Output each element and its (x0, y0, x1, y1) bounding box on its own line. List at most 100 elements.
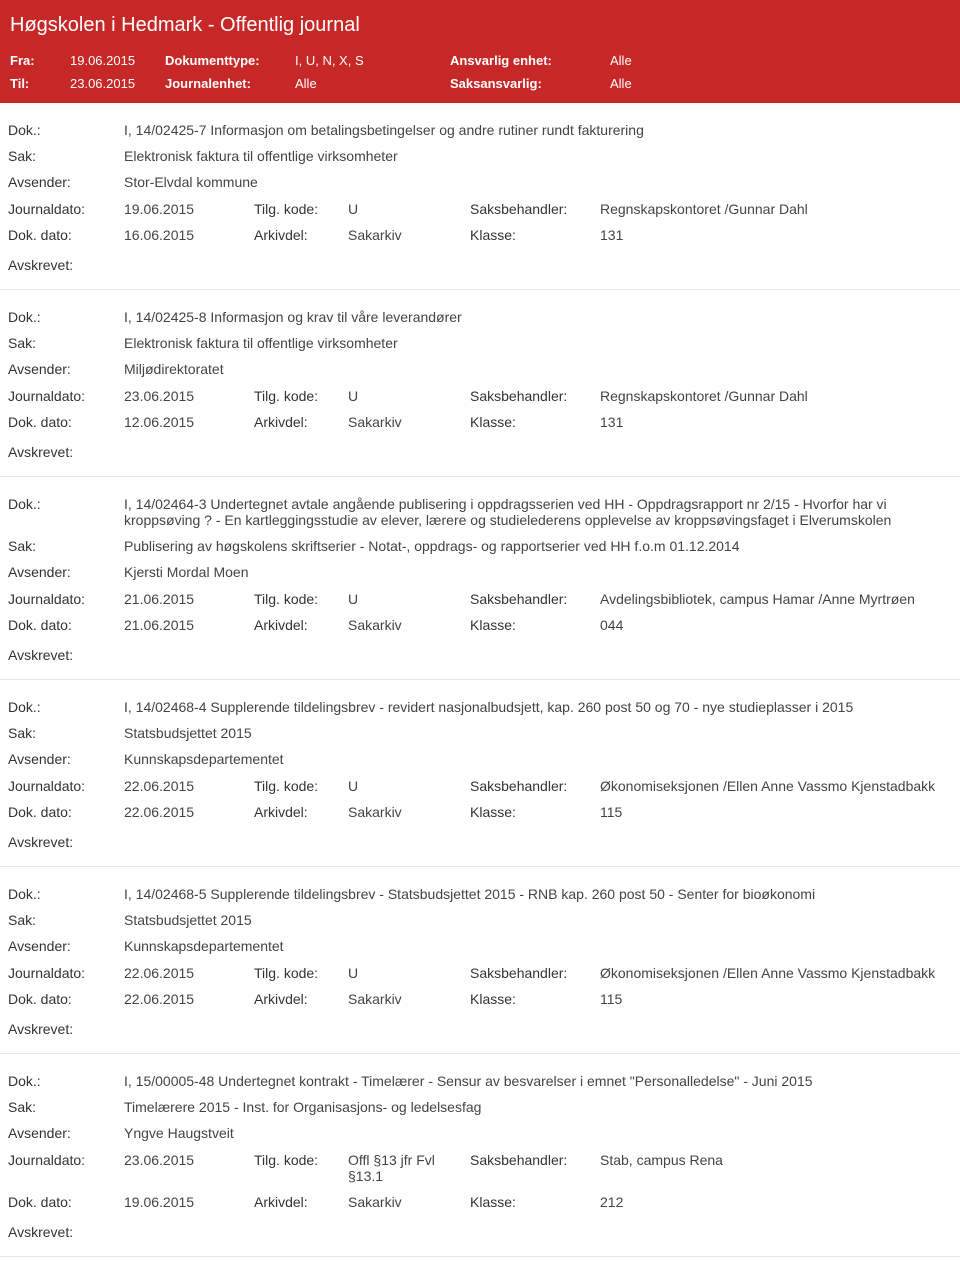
klasse-label: Klasse: (470, 804, 600, 820)
dok-value: I, 14/02425-8 Informasjon og krav til vå… (124, 309, 952, 325)
journal-header: Høgskolen i Hedmark - Offentlig journal … (0, 0, 960, 103)
dok-label: Dok.: (8, 699, 124, 715)
klasse-label: Klasse: (470, 414, 600, 430)
saksbehandler-value: Økonomiseksjonen /Ellen Anne Vassmo Kjen… (600, 778, 952, 794)
klasse-label: Klasse: (470, 1194, 600, 1210)
journaldato-value: 23.06.2015 (124, 1152, 254, 1184)
dok-label: Dok.: (8, 122, 124, 138)
klasse-value: 044 (600, 617, 952, 633)
avsender-label: Avsender: (8, 174, 124, 190)
tilgkode-value: Offl §13 jfr Fvl §13.1 (348, 1152, 470, 1184)
sak-label: Sak: (8, 335, 124, 351)
dok-label: Dok.: (8, 309, 124, 325)
tilgkode-label: Tilg. kode: (254, 1152, 348, 1184)
fra-label: Fra: (10, 53, 70, 68)
ansvarlig-value: Alle (610, 53, 632, 68)
ansvarlig-label: Ansvarlig enhet: (450, 53, 610, 68)
avskrevet-label: Avskrevet: (8, 436, 952, 462)
dok-row: Dok.: I, 14/02425-8 Informasjon og krav … (8, 304, 952, 330)
journaldato-value: 19.06.2015 (124, 201, 254, 217)
saksbehandler-label: Saksbehandler: (470, 1152, 600, 1184)
klasse-label: Klasse: (470, 617, 600, 633)
meta-grid: Journaldato: 22.06.2015 Tilg. kode: U Sa… (8, 772, 952, 826)
sak-value: Elektronisk faktura til offentlige virks… (124, 335, 952, 351)
klasse-value: 212 (600, 1194, 952, 1210)
arkivdel-label: Arkivdel: (254, 1194, 348, 1210)
dok-value: I, 14/02425-7 Informasjon om betalingsbe… (124, 122, 952, 138)
dok-label: Dok.: (8, 886, 124, 902)
dokdato-label: Dok. dato: (8, 414, 124, 430)
journal-entry: Dok.: I, 14/02425-7 Informasjon om betal… (0, 103, 960, 290)
avsender-label: Avsender: (8, 1125, 124, 1141)
sak-value: Elektronisk faktura til offentlige virks… (124, 148, 952, 164)
tilgkode-label: Tilg. kode: (254, 201, 348, 217)
dok-row: Dok.: I, 14/02464-3 Undertegnet avtale a… (8, 491, 952, 533)
til-value: 23.06.2015 (70, 76, 165, 91)
sak-label: Sak: (8, 1099, 124, 1115)
sak-row: Sak: Statsbudsjettet 2015 (8, 720, 952, 746)
meta-grid: Journaldato: 23.06.2015 Tilg. kode: Offl… (8, 1146, 952, 1216)
avskrevet-label: Avskrevet: (8, 1013, 952, 1039)
til-label: Til: (10, 76, 70, 91)
dokdato-value: 16.06.2015 (124, 227, 254, 243)
sak-label: Sak: (8, 725, 124, 741)
avsender-row: Avsender: Kunnskapsdepartementet (8, 933, 952, 959)
dokdato-label: Dok. dato: (8, 804, 124, 820)
dok-value: I, 14/02468-4 Supplerende tildelingsbrev… (124, 699, 952, 715)
klasse-value: 115 (600, 991, 952, 1007)
avsender-value: Yngve Haugstveit (124, 1125, 952, 1141)
header-row-2: Til: 23.06.2015 Journalenhet: Alle Saksa… (10, 72, 950, 95)
sak-label: Sak: (8, 912, 124, 928)
dok-value: I, 14/02464-3 Undertegnet avtale angåend… (124, 496, 952, 528)
arkivdel-value: Sakarkiv (348, 991, 470, 1007)
meta-grid: Journaldato: 23.06.2015 Tilg. kode: U Sa… (8, 382, 952, 436)
saksbehandler-value: Regnskapskontoret /Gunnar Dahl (600, 201, 952, 217)
arkivdel-label: Arkivdel: (254, 617, 348, 633)
journal-entries: Dok.: I, 14/02425-7 Informasjon om betal… (0, 103, 960, 1257)
avsender-label: Avsender: (8, 938, 124, 954)
journaldato-label: Journaldato: (8, 388, 124, 404)
arkivdel-value: Sakarkiv (348, 227, 470, 243)
sak-value: Timelærere 2015 - Inst. for Organisasjon… (124, 1099, 952, 1115)
tilgkode-label: Tilg. kode: (254, 778, 348, 794)
arkivdel-value: Sakarkiv (348, 804, 470, 820)
dokdato-label: Dok. dato: (8, 227, 124, 243)
tilgkode-label: Tilg. kode: (254, 965, 348, 981)
tilgkode-label: Tilg. kode: (254, 591, 348, 607)
avsender-row: Avsender: Kjersti Mordal Moen (8, 559, 952, 585)
dokdato-label: Dok. dato: (8, 1194, 124, 1210)
tilgkode-value: U (348, 388, 470, 404)
journalenhet-label: Journalenhet: (165, 76, 295, 91)
saksbehandler-label: Saksbehandler: (470, 201, 600, 217)
klasse-label: Klasse: (470, 991, 600, 1007)
journal-entry: Dok.: I, 14/02464-3 Undertegnet avtale a… (0, 477, 960, 680)
journaldato-label: Journaldato: (8, 965, 124, 981)
sak-row: Sak: Statsbudsjettet 2015 (8, 907, 952, 933)
header-row-1: Fra: 19.06.2015 Dokumenttype: I, U, N, X… (10, 49, 950, 72)
avsender-value: Stor-Elvdal kommune (124, 174, 952, 190)
sak-label: Sak: (8, 538, 124, 554)
avskrevet-label: Avskrevet: (8, 826, 952, 852)
meta-grid: Journaldato: 21.06.2015 Tilg. kode: U Sa… (8, 585, 952, 639)
journaldato-label: Journaldato: (8, 591, 124, 607)
journaldato-value: 22.06.2015 (124, 778, 254, 794)
dokdato-value: 21.06.2015 (124, 617, 254, 633)
dok-value: I, 14/02468-5 Supplerende tildelingsbrev… (124, 886, 952, 902)
klasse-value: 131 (600, 227, 952, 243)
journaldato-value: 21.06.2015 (124, 591, 254, 607)
journal-entry: Dok.: I, 14/02468-4 Supplerende tildelin… (0, 680, 960, 867)
sak-row: Sak: Timelærere 2015 - Inst. for Organis… (8, 1094, 952, 1120)
klasse-value: 131 (600, 414, 952, 430)
klasse-value: 115 (600, 804, 952, 820)
dok-label: Dok.: (8, 1073, 124, 1089)
saksbehandler-label: Saksbehandler: (470, 388, 600, 404)
saksansvarlig-value: Alle (610, 76, 632, 91)
avsender-row: Avsender: Yngve Haugstveit (8, 1120, 952, 1146)
saksansvarlig-label: Saksansvarlig: (450, 76, 610, 91)
dok-value: I, 15/00005-48 Undertegnet kontrakt - Ti… (124, 1073, 952, 1089)
avsender-label: Avsender: (8, 751, 124, 767)
dokdato-value: 22.06.2015 (124, 991, 254, 1007)
journaldato-value: 23.06.2015 (124, 388, 254, 404)
klasse-label: Klasse: (470, 227, 600, 243)
journalenhet-value: Alle (295, 76, 450, 91)
